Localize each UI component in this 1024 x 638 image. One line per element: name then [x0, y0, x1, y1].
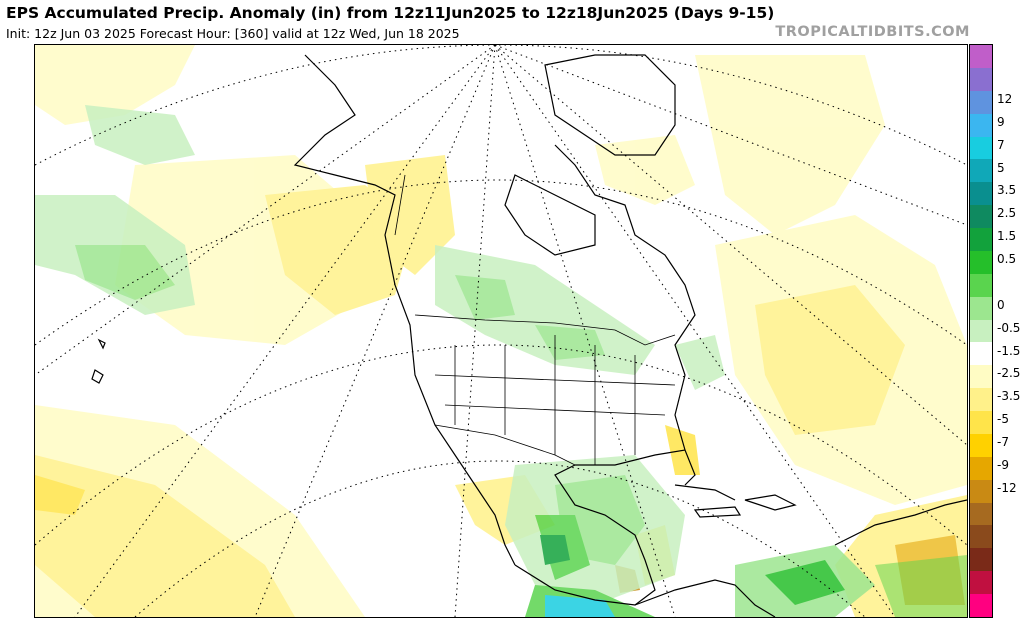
color-scale-label: -3.5 — [997, 389, 1021, 404]
color-scale-label: -5 — [997, 412, 1009, 427]
precip-anomaly-map — [34, 44, 968, 618]
color-scale-swatch — [970, 365, 992, 389]
color-scale-label: -0.5 — [997, 320, 1021, 335]
map-canvas — [35, 45, 967, 617]
color-scale-swatch — [970, 525, 992, 549]
color-scale-label: 9 — [997, 114, 1005, 129]
color-scale-label: 3.5 — [997, 183, 1017, 198]
color-scale-label: 0.5 — [997, 252, 1017, 267]
color-scale-swatch — [970, 159, 992, 183]
color-scale-swatch — [970, 250, 992, 275]
color-scale-swatch — [970, 342, 992, 366]
graticule-lines — [35, 45, 967, 617]
color-scale-bar — [969, 44, 993, 618]
color-scale-swatch — [970, 90, 992, 115]
color-scale-swatch — [970, 479, 992, 504]
color-scale-label: -12 — [997, 480, 1017, 495]
color-scale-swatch — [970, 594, 992, 618]
color-scale-swatch — [970, 182, 992, 206]
color-scale-label: 2.5 — [997, 206, 1017, 221]
color-scale-swatch — [970, 67, 992, 92]
color-scale-swatch — [970, 571, 992, 595]
color-scale-swatch — [970, 136, 992, 160]
color-scale-label: -2.5 — [997, 366, 1021, 381]
wet-anomaly-shading — [35, 105, 967, 617]
coastlines — [91, 54, 967, 617]
color-scale-swatch — [970, 411, 992, 435]
color-scale-swatch — [970, 296, 992, 321]
color-scale-swatch — [970, 548, 992, 572]
dry-anomaly-shading — [35, 45, 967, 617]
color-scale-label: -1.5 — [997, 343, 1021, 358]
color-scale-label: -9 — [997, 457, 1009, 472]
color-scale-swatch — [970, 113, 992, 137]
color-scale-swatch — [970, 388, 992, 412]
color-scale-swatch — [970, 228, 992, 252]
color-scale-label: 7 — [997, 137, 1005, 152]
color-scale-swatch — [970, 502, 992, 526]
political-borders — [394, 174, 676, 466]
color-scale-label: 0 — [997, 297, 1005, 312]
color-scale-swatch — [970, 205, 992, 229]
map-title: EPS Accumulated Precip. Anomaly (in) fro… — [6, 4, 775, 22]
color-scale-swatch — [970, 273, 992, 298]
color-scale-label: 12 — [997, 91, 1013, 106]
color-scale-swatch — [970, 45, 992, 69]
color-scale-label: 1.5 — [997, 229, 1017, 244]
map-subtitle: Init: 12z Jun 03 2025 Forecast Hour: [36… — [6, 26, 460, 41]
site-watermark: TROPICALTIDBITS.COM — [775, 24, 970, 40]
color-scale-swatch — [970, 433, 992, 458]
color-scale-swatch — [970, 456, 992, 481]
color-scale-label: 5 — [997, 160, 1005, 175]
color-scale-label: -7 — [997, 435, 1009, 450]
color-scale-swatch — [970, 319, 992, 343]
